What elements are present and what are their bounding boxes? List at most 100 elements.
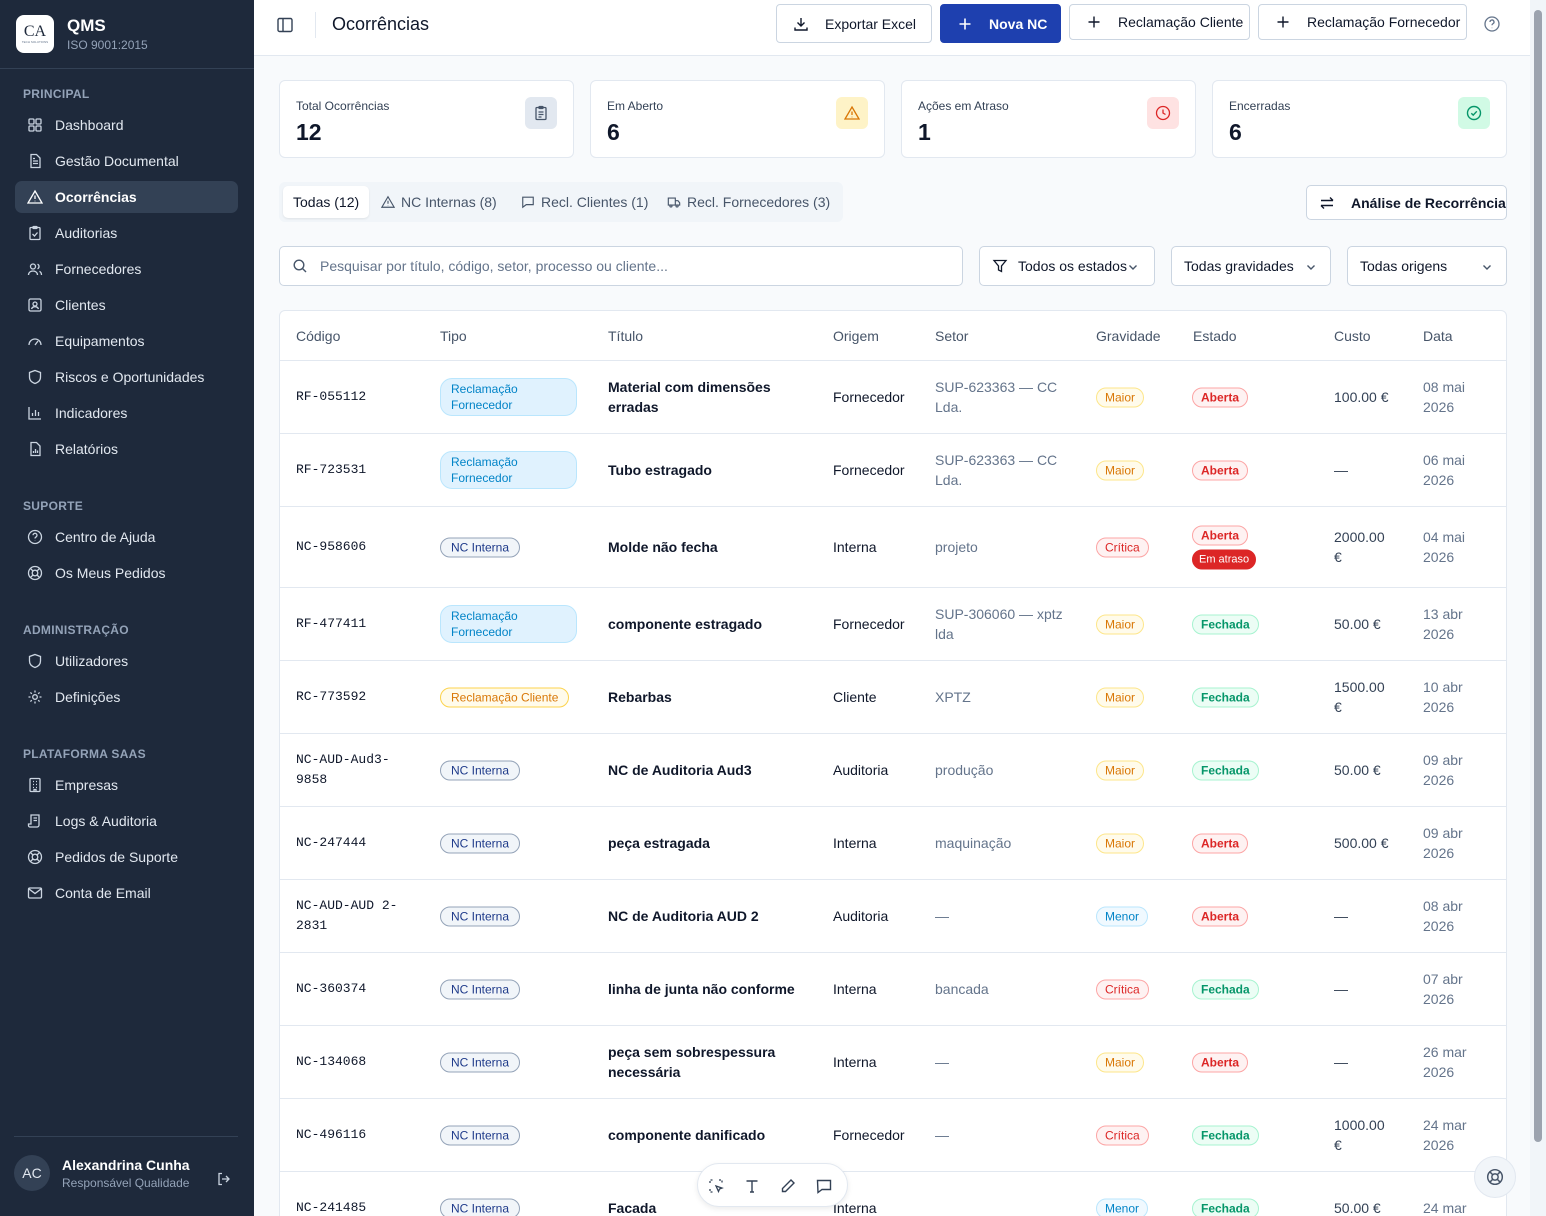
- settings-icon: [27, 689, 43, 705]
- logout-icon[interactable]: [216, 1171, 232, 1187]
- severity-badge: Crítica: [1096, 979, 1149, 1000]
- table-row[interactable]: NC-AUD-Aud3-9858 NC Interna NC de Audito…: [280, 734, 1506, 807]
- user-role: Responsável Qualidade: [62, 1175, 190, 1190]
- row-origin: Auditoria: [833, 762, 889, 778]
- stat-card-total: Total Ocorrências 12: [279, 80, 574, 158]
- row-title[interactable]: Rebarbas: [608, 689, 672, 705]
- row-title[interactable]: Molde não fecha: [608, 539, 718, 555]
- status-badge: Aberta: [1192, 525, 1249, 546]
- comment-icon[interactable]: [815, 1177, 833, 1195]
- sidebar-item-gestao-documental[interactable]: Gestão Documental: [15, 145, 238, 177]
- table-row[interactable]: NC-958606 NC Interna Molde não fecha Int…: [280, 507, 1506, 588]
- table-row[interactable]: RF-723531 Reclamação Fornecedor Tubo est…: [280, 434, 1506, 507]
- recurrence-analysis-button[interactable]: Análise de Recorrência: [1306, 185, 1507, 220]
- table-row[interactable]: NC-241485 NC Interna Facada Interna Meno…: [280, 1172, 1506, 1216]
- column-header-data[interactable]: Data: [1423, 328, 1453, 344]
- sidebar-item-logs[interactable]: Logs & Auditoria: [15, 805, 238, 837]
- user-name: Alexandrina Cunha: [62, 1156, 190, 1173]
- tab-nc-internas[interactable]: NC Internas (8): [371, 186, 507, 218]
- row-title[interactable]: Tubo estragado: [608, 462, 712, 478]
- row-origin: Cliente: [833, 689, 877, 705]
- type-badge: Reclamação Cliente: [440, 687, 570, 708]
- row-date: 08 abr 2026: [1423, 898, 1463, 934]
- row-cost: 1000.00 €: [1334, 1117, 1385, 1153]
- column-header-custo[interactable]: Custo: [1334, 328, 1371, 344]
- sidebar-item-ocorrencias[interactable]: Ocorrências: [15, 181, 238, 213]
- sidebar-item-definicoes[interactable]: Definições: [15, 681, 238, 713]
- search-input[interactable]: [320, 258, 920, 274]
- row-title[interactable]: Facada: [608, 1200, 657, 1216]
- status-badge: Fechada: [1192, 687, 1259, 708]
- column-header-gravidade[interactable]: Gravidade: [1096, 328, 1161, 344]
- row-title[interactable]: NC de Auditoria AUD 2: [608, 908, 759, 924]
- new-nc-button[interactable]: Nova NC: [940, 4, 1061, 43]
- table-row[interactable]: NC-AUD-AUD 2-2831 NC Interna NC de Audit…: [280, 880, 1506, 953]
- table-row[interactable]: RC-773592 Reclamação Cliente Rebarbas Cl…: [280, 661, 1506, 734]
- sidebar-item-equipamentos[interactable]: Equipamentos: [15, 325, 238, 357]
- severity-badge: Menor: [1096, 1198, 1149, 1216]
- text-tool-icon[interactable]: [743, 1177, 761, 1195]
- sidebar-item-auditorias[interactable]: Auditorias: [15, 217, 238, 249]
- user-profile: AC Alexandrina Cunha Responsável Qualida…: [14, 1136, 238, 1191]
- select-tool-icon[interactable]: [707, 1177, 725, 1195]
- status-badge: Fechada: [1192, 1198, 1259, 1216]
- row-code: RC-773592: [296, 689, 367, 704]
- sidebar-item-utilizadores[interactable]: Utilizadores: [15, 645, 238, 677]
- table-row[interactable]: NC-496116 NC Interna componente danifica…: [280, 1099, 1506, 1172]
- column-header-tipo[interactable]: Tipo: [440, 328, 467, 344]
- status-badge: Aberta: [1192, 1052, 1249, 1073]
- column-header-titulo[interactable]: Título: [608, 328, 644, 344]
- sidebar-item-centro-ajuda[interactable]: Centro de Ajuda: [15, 521, 238, 553]
- sidebar-toggle-icon[interactable]: [276, 16, 294, 34]
- row-title[interactable]: NC de Auditoria Aud3: [608, 762, 752, 778]
- export-excel-button[interactable]: Exportar Excel: [776, 4, 932, 43]
- table-row[interactable]: RF-477411 Reclamação Fornecedor componen…: [280, 588, 1506, 661]
- column-header-codigo[interactable]: Código: [296, 328, 341, 344]
- row-date: 24 mar: [1423, 1200, 1467, 1216]
- row-title[interactable]: componente danificado: [608, 1127, 766, 1143]
- column-header-origem[interactable]: Origem: [833, 328, 879, 344]
- sidebar-item-riscos[interactable]: Riscos e Oportunidades: [15, 361, 238, 393]
- row-title[interactable]: componente estragado: [608, 616, 763, 632]
- pencil-icon[interactable]: [779, 1177, 797, 1195]
- severity-badge: Maior: [1096, 760, 1145, 781]
- sidebar-item-clientes[interactable]: Clientes: [15, 289, 238, 321]
- column-header-estado[interactable]: Estado: [1193, 328, 1237, 344]
- chevron-down-icon: [1483, 265, 1491, 270]
- column-header-setor[interactable]: Setor: [935, 328, 969, 344]
- client-complaint-button[interactable]: Reclamação Cliente: [1069, 4, 1250, 40]
- page-scrollbar[interactable]: [1530, 0, 1546, 1216]
- sidebar-item-conta-email[interactable]: Conta de Email: [15, 877, 238, 909]
- row-title[interactable]: peça sem sobrespessura necessária: [608, 1044, 776, 1080]
- table-row[interactable]: NC-134068 NC Interna peça sem sobrespess…: [280, 1026, 1506, 1099]
- sidebar-item-dashboard[interactable]: Dashboard: [15, 109, 238, 141]
- scrollbar-thumb[interactable]: [1534, 10, 1542, 1142]
- table-row[interactable]: NC-360374 NC Interna linha de junta não …: [280, 953, 1506, 1026]
- gravidade-filter-select[interactable]: Todas gravidades: [1171, 246, 1331, 286]
- supplier-complaint-button[interactable]: Reclamação Fornecedor: [1258, 4, 1467, 40]
- type-badge: Reclamação Fornecedor: [440, 378, 577, 416]
- row-title[interactable]: linha de junta não conforme: [608, 981, 795, 997]
- support-chat-button[interactable]: [1474, 1156, 1516, 1198]
- sidebar-item-relatorios[interactable]: Relatórios: [15, 433, 238, 465]
- estado-filter-select[interactable]: Todos os estados: [979, 246, 1155, 286]
- sidebar-item-fornecedores[interactable]: Fornecedores: [15, 253, 238, 285]
- tab-recl-clientes[interactable]: Recl. Clientes (1): [511, 186, 658, 218]
- sidebar-item-meus-pedidos[interactable]: Os Meus Pedidos: [15, 557, 238, 589]
- sidebar-item-empresas[interactable]: Empresas: [15, 769, 238, 801]
- help-circle-icon[interactable]: [1483, 15, 1501, 33]
- origem-filter-select[interactable]: Todas origens: [1347, 246, 1507, 286]
- row-title[interactable]: peça estragada: [608, 835, 710, 851]
- alert-triangle-icon: [27, 189, 43, 205]
- tab-todas[interactable]: Todas (12): [283, 186, 370, 218]
- sidebar-item-indicadores[interactable]: Indicadores: [15, 397, 238, 429]
- tab-recl-fornecedores[interactable]: Recl. Fornecedores (3): [657, 186, 840, 218]
- table-row[interactable]: RF-055112 Reclamação Fornecedor Material…: [280, 361, 1506, 434]
- alert-triangle-icon: [836, 97, 868, 129]
- sidebar-item-pedidos-suporte[interactable]: Pedidos de Suporte: [15, 841, 238, 873]
- row-code: NC-AUD-AUD 2-2831: [296, 898, 398, 933]
- table-row[interactable]: NC-247444 NC Interna peça estragada Inte…: [280, 807, 1506, 880]
- arrows-exchange-icon: [1320, 196, 1334, 209]
- row-title[interactable]: Material com dimensões erradas: [608, 379, 771, 415]
- row-date: 09 abr 2026: [1423, 825, 1463, 861]
